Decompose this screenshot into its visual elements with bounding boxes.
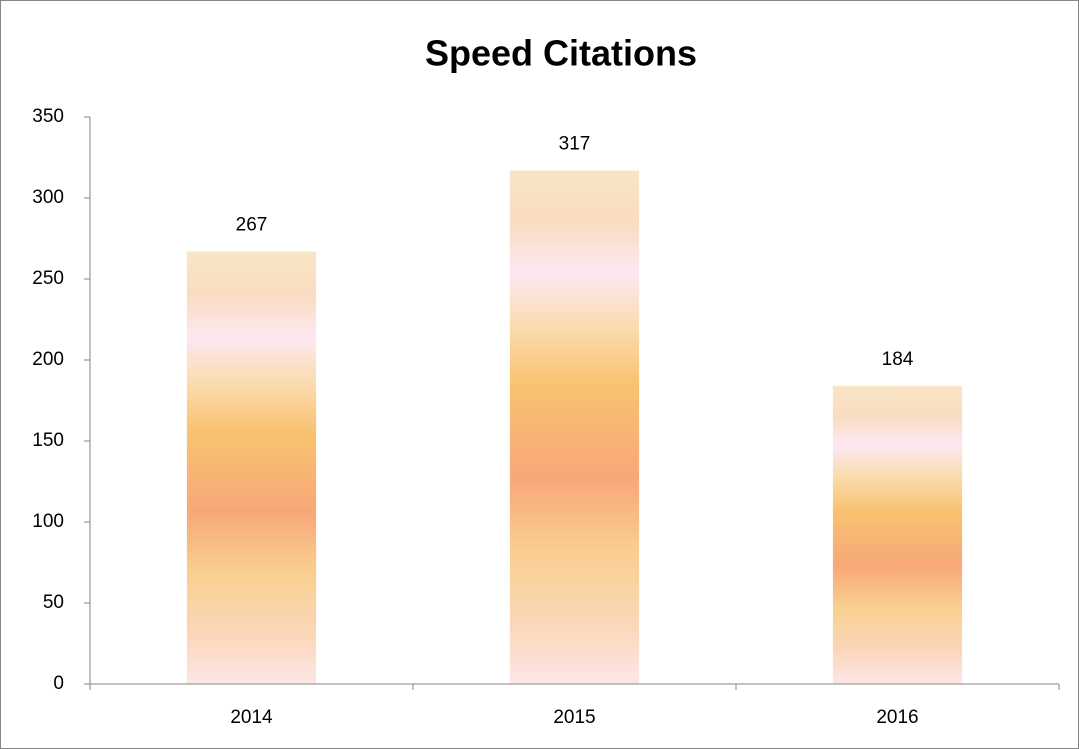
y-tick-label: 300 — [32, 187, 64, 208]
bar — [509, 170, 640, 684]
data-label: 317 — [559, 133, 591, 154]
x-tick-label: 2014 — [230, 707, 273, 728]
y-tick-label: 50 — [43, 592, 64, 613]
y-tick-label: 350 — [32, 106, 64, 127]
data-label: 267 — [236, 214, 268, 235]
chart-title: Speed Citations — [425, 33, 697, 74]
bar — [186, 251, 317, 684]
y-tick-label: 150 — [32, 430, 64, 451]
bar — [832, 385, 963, 684]
y-tick-label: 100 — [32, 511, 64, 532]
y-tick-label: 250 — [32, 268, 64, 289]
y-tick-label: 0 — [53, 673, 64, 694]
y-tick-label: 200 — [32, 349, 64, 370]
data-label: 184 — [882, 349, 914, 370]
x-tick-label: 2016 — [876, 707, 918, 728]
x-tick-label: 2015 — [553, 707, 595, 728]
